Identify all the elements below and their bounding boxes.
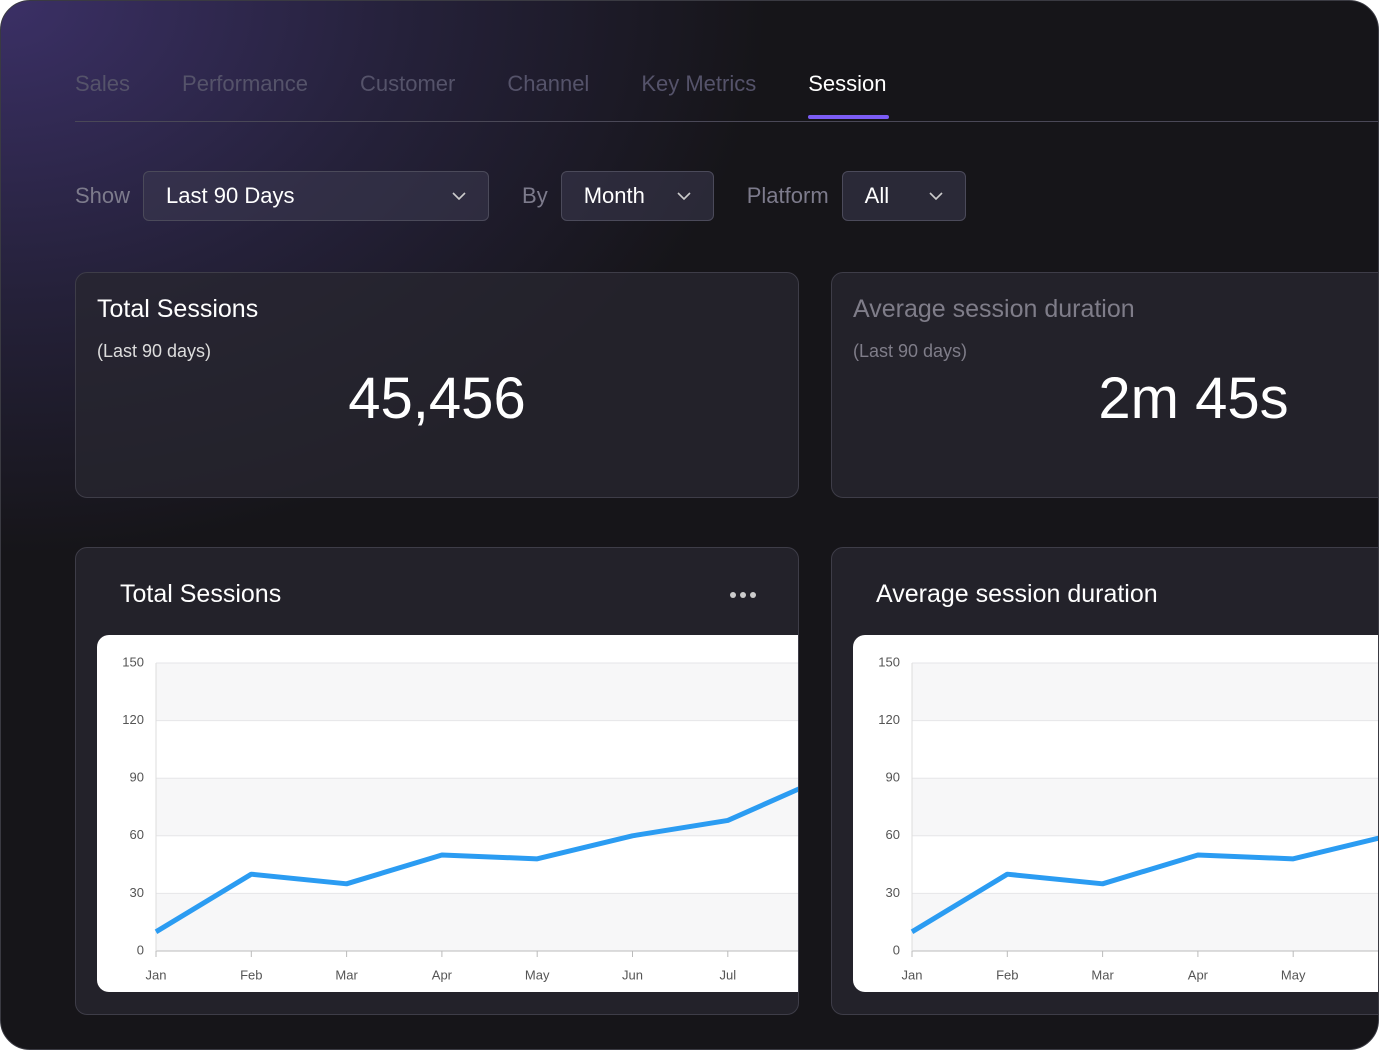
x-tick-label: Feb — [240, 967, 262, 982]
chevron-icon — [452, 192, 466, 200]
y-tick-label: 90 — [130, 770, 144, 785]
y-tick-label: 60 — [886, 827, 900, 842]
tab[interactable]: Session — [808, 71, 889, 119]
chevron — [452, 192, 466, 200]
y-tick-label: 0 — [137, 942, 144, 957]
y-tick-label: 30 — [130, 885, 144, 900]
filter-bar: Show Last 90 Days By Month Platform All — [75, 171, 999, 221]
grid-band — [912, 893, 1378, 951]
kpi-value: 45,456 — [348, 366, 526, 431]
tab[interactable]: Performance — [182, 71, 308, 96]
y-tick-label: 150 — [878, 654, 900, 669]
dropdown[interactable]: All — [841, 171, 966, 221]
filter-label: Show — [75, 183, 131, 208]
x-tick-label: Jun — [622, 967, 643, 982]
dropdown[interactable]: Last 90 Days — [143, 171, 490, 221]
divider — [75, 121, 1378, 122]
chart-title: Average session duration — [876, 580, 1158, 608]
grid-band — [156, 893, 798, 951]
kpi-card: Total Sessions (Last 90 days) 45,456 — [75, 272, 799, 498]
tab-bar: Sales Performance Customer Channel Key Metri… — [75, 71, 889, 119]
x-tick-label: May — [525, 967, 550, 982]
menu-dot — [730, 592, 736, 598]
x-tick-label: Jan — [902, 967, 923, 982]
y-tick-label: 0 — [893, 942, 900, 957]
kpi-title: Total Sessions — [97, 295, 259, 323]
x-tick-label: Jan — [146, 967, 167, 982]
dropdown-value: Month — [583, 183, 645, 208]
kpi-subtitle: (Last 90 days) — [853, 341, 968, 361]
grid-band — [912, 663, 1378, 721]
kpi-title: Average session duration — [853, 295, 1135, 323]
tab[interactable]: Customer — [360, 71, 456, 96]
line-series — [154, 786, 798, 934]
x-tick-label: Feb — [996, 967, 1018, 982]
y-tick-label: 30 — [886, 885, 900, 900]
chart-panel: 0 30 60 90 120 150 Jan Feb Mar Apr May Jun Jul — [97, 635, 798, 992]
chevron-icon — [677, 192, 691, 200]
y-tick-label: 120 — [878, 712, 900, 727]
grid-band — [156, 663, 798, 721]
x-tick-label: Mar — [335, 967, 358, 982]
chevron-icon — [929, 192, 943, 200]
y-tick-label: 120 — [122, 712, 144, 727]
menu-dot — [740, 592, 746, 598]
tab[interactable]: Channel — [507, 71, 590, 96]
chart-title: Total Sessions — [120, 580, 282, 608]
chart: 0 30 60 90 120 150 Jan Feb Mar Apr May Jun Jul — [122, 654, 798, 982]
x-tick-label: Mar — [1091, 967, 1114, 982]
y-tick-label: 90 — [886, 770, 900, 785]
filter-label: Platform — [746, 183, 829, 208]
dropdown[interactable]: Month — [560, 171, 714, 221]
y-tick-label: 60 — [130, 827, 144, 842]
line-series — [910, 835, 1378, 934]
dropdown-value: All — [864, 183, 890, 208]
chevron — [929, 192, 943, 200]
grid-band — [912, 778, 1378, 836]
kpi-subtitle: (Last 90 days) — [97, 341, 212, 361]
tab[interactable]: Sales — [75, 71, 131, 96]
chart-card: Average session duration 0 30 60 90 120 150 Jan… — [831, 547, 1378, 1015]
more-menu[interactable] — [729, 591, 759, 599]
menu-dot — [750, 592, 756, 598]
x-tick-label: Apr — [1188, 967, 1209, 982]
tab[interactable]: Key Metrics — [641, 71, 757, 96]
dropdown-value: Last 90 Days — [166, 183, 295, 208]
y-tick-label: 150 — [122, 654, 144, 669]
x-tick-label: Jul — [719, 967, 736, 982]
x-tick-label: Apr — [432, 967, 453, 982]
filter-label: By — [522, 183, 548, 208]
kpi-card: Average session duration (Last 90 days) 2m… — [831, 272, 1378, 498]
chart-card: Total Sessions 0 30 60 90 120 150 Jan Feb Mar Apr M… — [75, 547, 799, 1015]
chevron — [677, 192, 691, 200]
kpi-value: 2m 45s — [1098, 366, 1289, 431]
x-tick-label: May — [1281, 967, 1306, 982]
